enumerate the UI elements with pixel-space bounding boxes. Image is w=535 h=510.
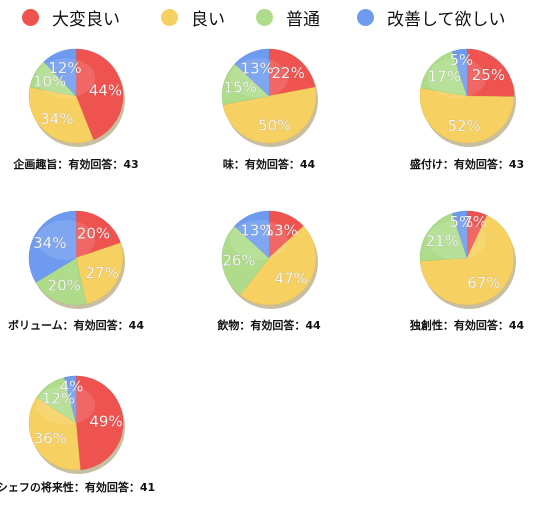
slice-data-label: 50%	[258, 117, 291, 135]
slice-data-label: 25%	[472, 66, 505, 84]
pie-gloss	[427, 220, 487, 260]
legend-swatch	[256, 8, 273, 26]
legend-label: 良い	[191, 9, 225, 30]
slice-data-label: 27%	[86, 264, 119, 282]
pie-slice	[466, 48, 515, 98]
pie-gloss	[36, 58, 96, 98]
pie-slice	[419, 215, 515, 306]
pie-chef-potential: 49% 36% 12% 4%	[19, 366, 133, 480]
legend-item-very-good: 大変良い	[22, 4, 120, 30]
slice-data-label: 47%	[274, 269, 307, 287]
pie-caption: シェフの将来性：有効回答：41	[0, 481, 156, 494]
pie-gloss	[36, 220, 96, 260]
pie-svg: 20% 27% 20% 34%	[28, 210, 125, 309]
pie-caption: 味：有効回答：44	[222, 158, 316, 171]
slice-data-label: 13%	[240, 221, 273, 239]
slice-data-label: 52%	[447, 117, 480, 135]
pie-caption: 企画趣旨：有効回答：43	[13, 158, 139, 171]
pie-gloss	[229, 220, 289, 260]
slice-data-label: 20%	[77, 225, 110, 243]
pie-gloss	[427, 58, 487, 98]
pie-volume: 20% 27% 20% 34%	[19, 201, 133, 315]
pie-slice	[35, 257, 87, 306]
pie-slice	[452, 48, 468, 97]
pie-caption: 飲物：有効回答：44	[217, 319, 321, 332]
slice-data-label: 10%	[33, 73, 66, 91]
pie-caption: 盛付け：有効回答：43	[409, 158, 525, 171]
pie-slice	[28, 397, 81, 471]
pie-slice	[75, 242, 124, 305]
pie-svg: 44% 34% 10%12%	[28, 48, 125, 147]
slice-data-label: 5%	[449, 51, 473, 69]
pie-svg: 49% 36% 12%4%	[28, 375, 125, 474]
pie-caption: 独創性：有効回答：44	[409, 319, 525, 332]
slice-data-label: 13%	[240, 59, 273, 77]
pie-slice	[75, 375, 124, 471]
slice-data-label: 22%	[272, 64, 305, 82]
slice-data-label: 49%	[89, 413, 122, 431]
pie-slice	[75, 48, 124, 141]
pie-gloss	[229, 58, 289, 98]
slice-data-label: 36%	[34, 430, 67, 448]
legend-label: 改善して欲しい	[387, 9, 506, 30]
legend-item-needs-improvement: 改善して欲しい	[357, 4, 506, 30]
pie-svg: 7% 67% 21%5%	[419, 210, 516, 309]
pie-slice	[64, 375, 77, 424]
pie-slice	[234, 210, 270, 259]
slice-data-label: 12%	[42, 390, 75, 408]
pie-slice	[419, 212, 468, 262]
pie-slice	[268, 48, 316, 97]
pie-slice	[221, 225, 270, 296]
legend-item-average: 普通	[256, 4, 320, 30]
slice-data-label: 34%	[33, 234, 66, 252]
slice-data-label: 7%	[463, 213, 487, 231]
legend: 大変良い 良い 普通 改善して欲しい	[0, 4, 535, 30]
pie-slice	[419, 87, 515, 144]
legend-swatch	[357, 8, 374, 26]
pie-svg: 22% 50% 15% 13%	[221, 48, 318, 147]
pie-caption: ボリューム：有効回答：44	[8, 319, 144, 332]
slice-data-label: 34%	[40, 110, 73, 128]
legend-item-good: 良い	[161, 4, 225, 30]
pie-slice	[28, 210, 77, 283]
legend-label: 普通	[286, 9, 320, 30]
slice-data-label: 5%	[449, 213, 473, 231]
legend-label: 大変良い	[52, 9, 120, 30]
slice-data-label: 13%	[264, 221, 297, 239]
pie-originality: 7% 67% 21% 5%	[410, 201, 524, 315]
pie-planning-concept: 44% 34% 10% 12%	[19, 39, 133, 153]
pie-svg: 13% 47% 26% 13%	[221, 210, 318, 309]
slice-data-label: 4%	[60, 378, 84, 396]
pie-gloss	[36, 385, 96, 425]
pie-slice	[234, 48, 270, 97]
slice-data-label: 44%	[89, 81, 122, 99]
pie-slice	[43, 48, 77, 97]
pie-drinks: 13% 47% 26% 13%	[212, 201, 326, 315]
legend-swatch	[22, 8, 39, 26]
pie-slice	[420, 51, 468, 97]
pie-taste: 22% 50% 15% 13%	[212, 39, 326, 153]
pie-svg: 25% 52% 17%5%	[419, 48, 516, 147]
pie-slice	[222, 86, 317, 144]
slice-data-label: 67%	[467, 274, 500, 292]
slice-data-label: 26%	[222, 251, 255, 269]
pie-slice	[28, 86, 94, 144]
pie-presentation: 25% 52% 17% 5%	[410, 39, 524, 153]
legend-swatch	[161, 8, 178, 26]
slice-data-label: 15%	[223, 79, 256, 97]
slice-data-label: 21%	[425, 232, 458, 250]
slice-data-label: 17%	[428, 67, 461, 85]
slice-data-label: 20%	[48, 277, 81, 295]
slice-data-label: 12%	[48, 59, 81, 77]
pie-slice	[75, 210, 121, 259]
pie-slice	[239, 225, 317, 306]
pie-slice	[452, 210, 468, 259]
